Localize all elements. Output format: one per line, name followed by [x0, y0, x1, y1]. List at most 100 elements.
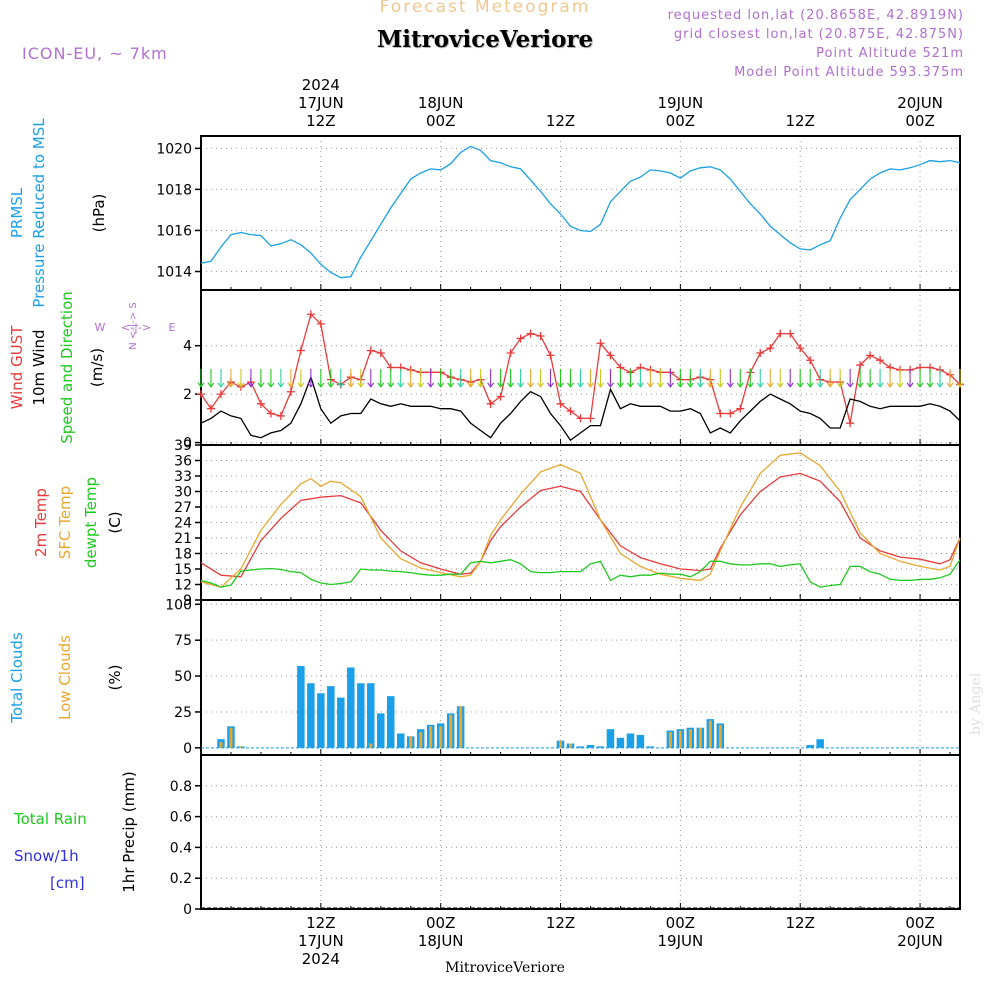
wind-direction-arrow [736, 382, 744, 388]
time-label-bottom: 18JUN [418, 932, 464, 950]
total-cloud-bar [816, 739, 824, 748]
y-axis-label: dewpt Temp [82, 477, 100, 568]
total-cloud-bar [626, 733, 635, 748]
wind-direction-arrow [916, 382, 924, 388]
wind-direction-arrow [836, 382, 844, 388]
time-label-bottom: 00Z [426, 914, 455, 932]
wind-direction-arrow [507, 382, 515, 388]
total-cloud-bar [396, 733, 405, 748]
gust-marker [526, 329, 535, 338]
wind-direction-arrow [267, 382, 275, 388]
y-axis-label: (%) [106, 665, 124, 691]
wind-direction-arrow [497, 382, 505, 388]
y-axis-label: (hPa) [90, 194, 108, 233]
gust-marker [506, 348, 515, 357]
gust-marker [197, 390, 205, 399]
wind-direction-arrow [876, 382, 884, 388]
total-cloud-bar [327, 686, 335, 748]
gust-marker [876, 356, 885, 365]
low-cloud-bar [449, 714, 453, 748]
time-label-bottom: 12Z [786, 914, 815, 932]
model-name: ICON-EU, ~ 7km [22, 44, 168, 63]
gust-line [200, 312, 961, 424]
time-label-top: 17JUN [298, 94, 344, 112]
wind-direction-arrow [407, 382, 415, 388]
wind-direction-arrow [517, 382, 525, 388]
wind-direction-arrow [696, 382, 704, 388]
y-tick-label: 30 [174, 485, 192, 501]
total-cloud-bar [337, 697, 345, 748]
wind-direction-arrow [626, 382, 634, 388]
panel-frame [200, 599, 961, 756]
low-cloud-bar [419, 732, 423, 748]
total-cloud-bar [307, 683, 315, 748]
y-axis-label: Low Clouds [56, 635, 74, 720]
total-cloud-bar [317, 693, 325, 748]
gust-marker [606, 351, 615, 360]
wind-direction-arrow [686, 382, 694, 388]
y-tick-label: 50 [174, 669, 192, 685]
wind-direction-arrow [367, 382, 375, 388]
gust-marker [806, 356, 815, 365]
total-cloud-bar [347, 667, 355, 748]
wind-direction-arrow [646, 382, 654, 388]
total-cloud-bar [377, 713, 385, 748]
gust-marker [716, 409, 725, 418]
wind-direction-arrow [886, 382, 894, 388]
precip-label-cm: [cm] [50, 874, 85, 892]
time-label-bottom: 17JUN [298, 932, 344, 950]
low-cloud-bar [688, 729, 692, 748]
wind-line [200, 375, 961, 442]
gust-marker [546, 351, 555, 360]
total-cloud-bar [806, 744, 814, 748]
wind-direction-arrow [666, 382, 674, 388]
y-tick-label: 1016 [156, 223, 192, 239]
y-tick-label: 27 [174, 500, 192, 516]
gust-marker [376, 348, 385, 357]
wind-direction-arrow [716, 382, 724, 388]
time-label-bottom: 2024 [302, 950, 340, 968]
wind-direction-arrow [287, 382, 295, 388]
time-label-bottom: 12Z [306, 914, 335, 932]
compass-ew: <-|-> [121, 321, 151, 334]
wind-direction-arrow [297, 382, 305, 388]
wind-direction-arrow [656, 382, 664, 388]
total-cloud-bar [636, 734, 645, 748]
wind-direction-arrow [746, 382, 754, 388]
wind-direction-arrow [676, 382, 684, 388]
wind-direction-arrow [537, 382, 544, 388]
low-cloud-bar [229, 727, 233, 748]
wind-direction-arrow [237, 382, 245, 388]
time-label-top: 00Z [666, 112, 695, 130]
y-tick-label: 25 [174, 705, 192, 721]
precip-label-rain: Total Rain [13, 810, 87, 828]
y-tick-label: 21 [174, 531, 192, 547]
model-altitude: Model Point Altitude 593.375m [734, 65, 964, 80]
y-tick-label: 0 [183, 902, 192, 918]
wind-direction-arrow [926, 382, 934, 388]
wind-direction-arrow [247, 382, 255, 388]
total-cloud-bar [616, 737, 625, 748]
wind-direction-arrow [277, 382, 285, 388]
wind-direction-arrow [527, 382, 535, 388]
compass-e: E [169, 321, 176, 334]
y-tick-label: 33 [174, 469, 192, 485]
y-tick-label: 0 [183, 436, 192, 452]
wind-direction-arrow [467, 382, 475, 388]
wind-direction-arrow [307, 382, 315, 388]
wind-direction-arrow [437, 382, 445, 388]
wind-direction-arrow [317, 382, 325, 388]
y-tick-label: 1020 [156, 141, 192, 157]
wind-direction-arrow [896, 382, 904, 388]
time-label-bottom: 19JUN [658, 932, 704, 950]
low-cloud-bar [429, 726, 433, 748]
wind-direction-arrow [946, 382, 954, 388]
wind-direction-arrow [377, 382, 385, 388]
wind-direction-arrow [906, 382, 914, 388]
y-tick-label: 9 [183, 593, 192, 609]
time-label-bottom: 20JUN [897, 932, 943, 950]
dewpt-line [200, 559, 961, 588]
precip-label-snow: Snow/1h [14, 847, 79, 865]
wind-direction-arrow [846, 382, 854, 388]
low-cloud-bar [409, 736, 413, 748]
